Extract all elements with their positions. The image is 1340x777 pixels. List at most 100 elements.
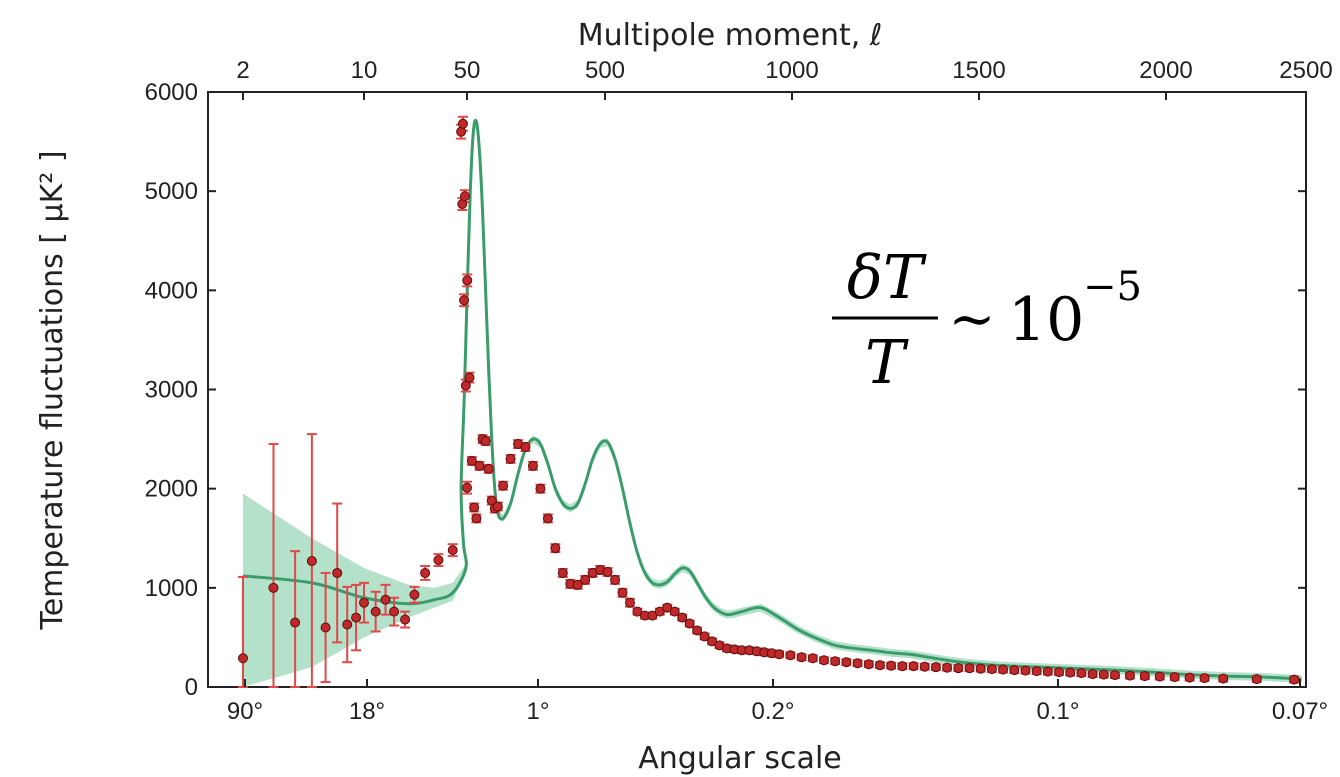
- data-point: [1110, 670, 1120, 681]
- model-curve-line: [242, 118, 1302, 681]
- top-tick-label: 1500: [952, 57, 1005, 84]
- data-point: [550, 543, 561, 554]
- data-point: [535, 483, 546, 494]
- data-point: [692, 625, 703, 636]
- data-point: [919, 661, 930, 672]
- data-point: [1169, 672, 1180, 683]
- model-uncertainty-band: [243, 117, 1302, 688]
- data-point: [1139, 671, 1150, 682]
- data-point: [332, 567, 343, 578]
- data-point: [306, 556, 317, 567]
- data-point: [268, 582, 279, 593]
- data-point: [457, 118, 468, 129]
- data-point: [852, 658, 863, 669]
- y-tick-label: 0: [185, 674, 198, 701]
- data-point: [342, 619, 353, 630]
- y-tick-label: 6000: [145, 79, 198, 106]
- data-point: [1076, 668, 1087, 679]
- data-point: [908, 661, 919, 672]
- data-point: [420, 567, 431, 578]
- data-point: [964, 663, 975, 674]
- model-band-area: [243, 117, 1302, 688]
- annotation-numerator: δT: [847, 243, 927, 313]
- y-tick-label: 5000: [145, 178, 198, 205]
- data-point: [930, 662, 941, 673]
- data-point: [505, 453, 516, 464]
- data-point: [483, 463, 494, 474]
- data-point: [542, 513, 553, 524]
- x-tick-label: 90°: [227, 698, 263, 725]
- fluctuation-annotation: δT T ∼ 10 −5: [832, 243, 1142, 398]
- data-point: [863, 659, 874, 670]
- data-point: [1054, 667, 1065, 678]
- data-point: [572, 579, 583, 590]
- data-point: [359, 597, 369, 608]
- data-point: [624, 597, 635, 608]
- data-point: [1098, 669, 1109, 680]
- data-point: [1065, 667, 1076, 678]
- data-point: [557, 567, 568, 578]
- data-point: [1020, 665, 1031, 676]
- data-point: [796, 652, 807, 663]
- data-point: [699, 631, 710, 642]
- data-point: [684, 618, 695, 629]
- data-point: [290, 617, 301, 628]
- x-tick-label: 0.2°: [752, 698, 795, 725]
- data-point: [818, 655, 829, 666]
- data-point: [466, 455, 477, 466]
- top-tick-label: 10: [351, 57, 378, 84]
- data-point: [580, 574, 591, 585]
- data-point: [433, 555, 444, 566]
- top-tick-label: 50: [454, 57, 481, 84]
- annotation-base: 10: [1008, 285, 1084, 355]
- axis-ticks: 0 1000 2000 3000 4000 5000 6000 2 10 50 500 1000 150…: [145, 57, 1333, 725]
- x-tick-label: 0.1°: [1037, 698, 1080, 725]
- data-point: [238, 653, 248, 664]
- data-point: [1218, 673, 1229, 684]
- data-point: [409, 589, 420, 600]
- data-point: [1289, 674, 1300, 685]
- data-point: [1184, 672, 1195, 683]
- data-point: [1124, 670, 1135, 681]
- data-point: [886, 660, 897, 671]
- data-point: [320, 622, 331, 633]
- y-tick-label: 2000: [145, 476, 198, 503]
- y-tick-label: 4000: [145, 277, 198, 304]
- data-point: [370, 606, 381, 617]
- x-tick-label: 18°: [349, 698, 385, 725]
- data-point: [602, 566, 613, 577]
- annotation-exponent: −5: [1083, 264, 1142, 310]
- data-point: [942, 662, 953, 673]
- data-point: [986, 664, 997, 675]
- data-point: [617, 587, 628, 598]
- data-point: [471, 513, 482, 524]
- top-tick-label: 2000: [1139, 57, 1192, 84]
- data-point: [669, 606, 680, 617]
- data-point: [953, 663, 964, 674]
- data-point: [874, 660, 885, 671]
- top-tick-label: 2: [236, 57, 249, 84]
- data-point: [447, 545, 458, 556]
- top-tick-label: 2500: [1279, 57, 1332, 84]
- data-point: [492, 501, 503, 512]
- data-point: [459, 191, 470, 202]
- data-point: [677, 612, 688, 623]
- data-point: [474, 460, 485, 471]
- x-tick-label: 1°: [527, 698, 550, 725]
- y-tick-label: 3000: [145, 377, 198, 404]
- data-point: [785, 650, 796, 661]
- data-point: [830, 656, 841, 667]
- data-point: [462, 275, 473, 286]
- data-point: [1009, 665, 1020, 676]
- data-point: [807, 653, 818, 664]
- data-point: [389, 606, 400, 617]
- y-axis-title: Temperature fluctuations [ μK² ]: [35, 150, 70, 630]
- data-point: [480, 436, 491, 447]
- data-point: [1251, 674, 1262, 685]
- data-point: [462, 482, 472, 493]
- data-point: [1031, 666, 1042, 677]
- data-point: [975, 663, 986, 674]
- y-tick-label: 1000: [145, 575, 198, 602]
- data-point: [459, 295, 470, 306]
